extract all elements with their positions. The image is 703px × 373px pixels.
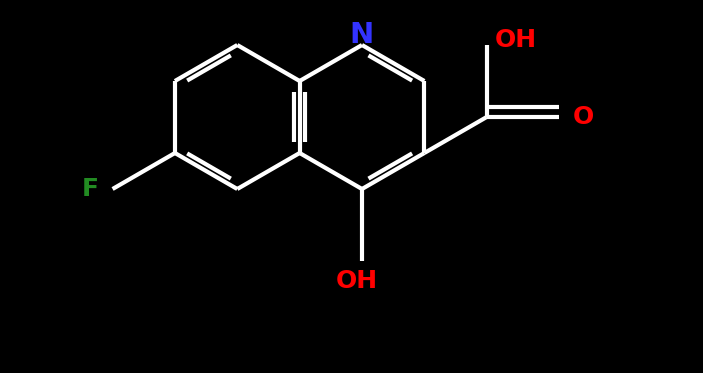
Text: OH: OH (336, 269, 378, 293)
Text: OH: OH (495, 28, 537, 52)
Text: F: F (82, 177, 98, 201)
Text: O: O (573, 105, 594, 129)
Text: N: N (350, 21, 374, 49)
